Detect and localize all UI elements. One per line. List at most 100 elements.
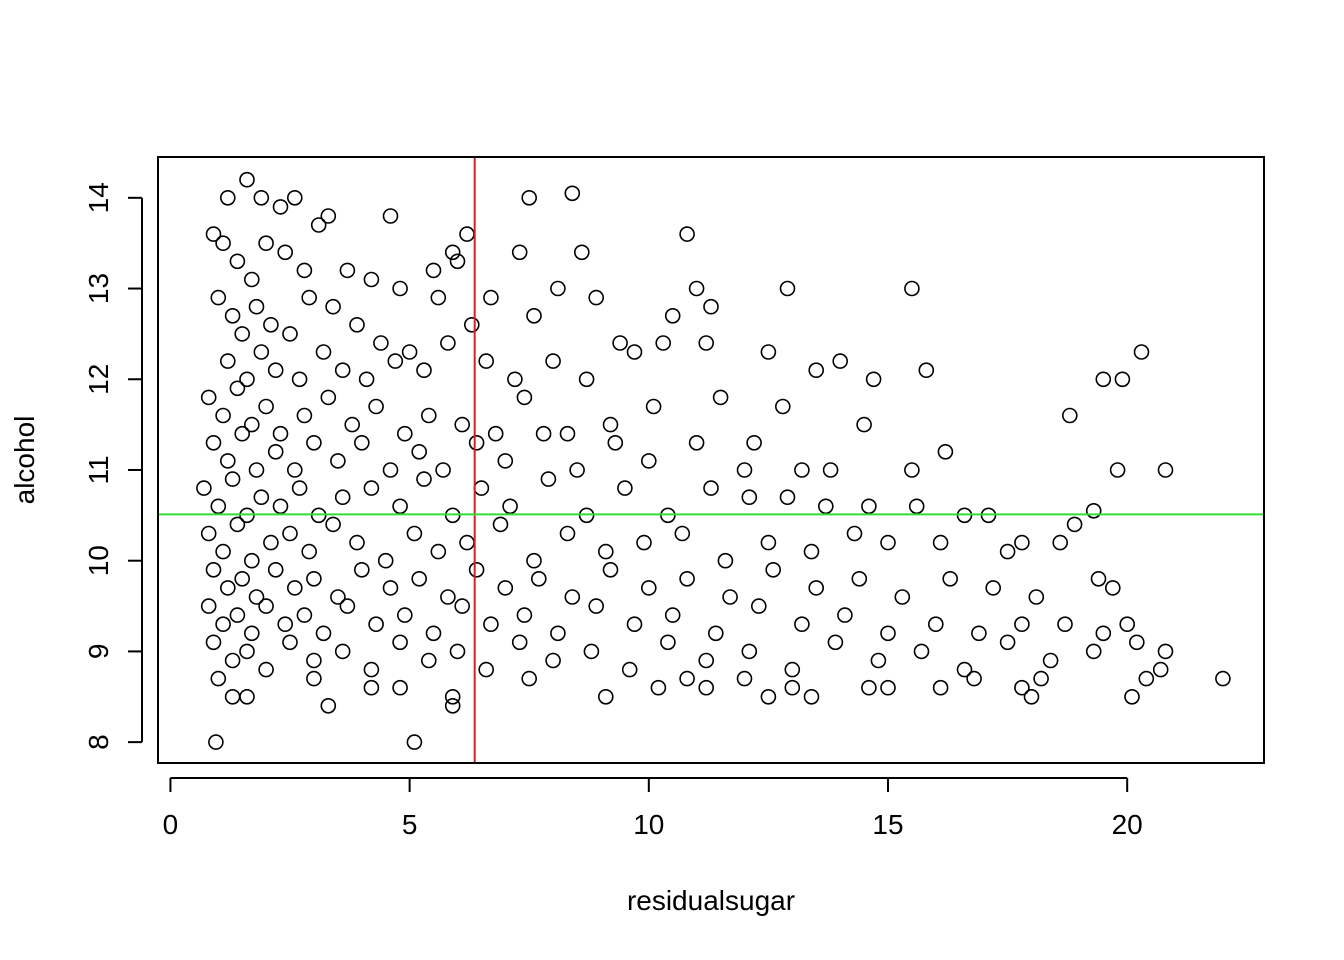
data-point: [248, 589, 265, 605]
data-point: [664, 607, 681, 623]
data-point: [999, 634, 1016, 651]
data-point: [373, 335, 389, 351]
data-point: [918, 362, 935, 379]
data-point: [779, 280, 796, 297]
data-point: [215, 616, 231, 633]
data-point: [1014, 679, 1030, 696]
data-point: [396, 425, 413, 442]
data-point: [722, 589, 738, 605]
data-point: [210, 289, 227, 306]
data-point: [473, 480, 490, 496]
data-point: [502, 498, 518, 515]
y-tick-label: 11: [83, 455, 114, 484]
data-point: [736, 670, 753, 687]
data-point: [272, 425, 289, 442]
data-point: [516, 389, 533, 406]
data-point: [358, 371, 375, 388]
x-tick-label: 10: [633, 809, 664, 840]
data-point: [794, 616, 810, 633]
data-point: [210, 498, 227, 515]
data-point: [540, 471, 557, 487]
data-point: [1066, 516, 1083, 533]
data-point: [679, 226, 695, 242]
data-point: [267, 362, 284, 379]
data-point: [334, 643, 351, 660]
data-point: [363, 679, 380, 696]
data-point: [229, 253, 246, 270]
data-point: [444, 244, 461, 261]
data-point: [985, 580, 1002, 596]
data-point: [215, 407, 231, 424]
data-point: [267, 443, 284, 460]
data-point: [597, 688, 614, 705]
data-point: [306, 434, 322, 451]
data-point: [760, 344, 777, 360]
data-point: [880, 534, 896, 551]
data-point: [856, 416, 872, 433]
data-point: [999, 543, 1016, 560]
data-point: [478, 661, 495, 678]
data-point: [291, 480, 308, 496]
data-point: [229, 607, 246, 623]
data-point: [497, 453, 514, 469]
data-point: [1014, 534, 1030, 551]
y-axis-title: alcohol: [9, 416, 40, 505]
data-point: [784, 661, 801, 678]
data-point: [334, 362, 351, 379]
data-point: [679, 670, 695, 687]
data-point: [420, 407, 437, 424]
data-point: [205, 226, 222, 242]
data-point: [640, 580, 657, 596]
data-point: [420, 652, 437, 669]
data-point: [1052, 534, 1068, 551]
data-point: [521, 190, 538, 206]
data-point: [937, 443, 954, 460]
data-point: [253, 344, 270, 360]
data-point: [1114, 371, 1131, 388]
x-tick-label: 15: [872, 809, 903, 840]
data-point: [310, 217, 327, 233]
data-point: [468, 561, 485, 578]
data-point: [239, 371, 255, 388]
data-point: [478, 353, 495, 369]
data-point: [210, 670, 227, 687]
y-tick-label: 9: [83, 644, 114, 660]
data-point: [736, 462, 753, 478]
data-point: [880, 679, 896, 696]
data-point: [865, 371, 882, 388]
data-point: [626, 344, 643, 360]
data-point: [291, 371, 308, 388]
data-point: [703, 480, 719, 496]
data-point: [282, 634, 298, 651]
data-point: [330, 589, 346, 605]
data-point: [492, 516, 509, 533]
data-point: [363, 661, 380, 678]
data-point: [640, 453, 657, 469]
data-point: [636, 534, 652, 551]
plot-frame: [157, 156, 1265, 764]
data-point: [406, 525, 423, 542]
data-point: [205, 434, 222, 451]
data-point: [272, 498, 289, 515]
data-point: [258, 598, 274, 614]
data-point: [650, 679, 667, 696]
data-point: [449, 643, 466, 660]
data-point: [215, 543, 231, 560]
data-point: [698, 335, 715, 351]
points-layer: [196, 171, 1231, 750]
data-point: [497, 580, 514, 596]
data-point: [1133, 344, 1150, 360]
data-point: [244, 271, 260, 288]
data-point: [746, 434, 762, 451]
data-point: [1033, 670, 1049, 687]
data-point: [803, 688, 820, 705]
data-point: [511, 634, 528, 651]
data-point: [1062, 407, 1078, 424]
data-point: [880, 625, 896, 642]
data-point: [703, 298, 719, 315]
data-point: [612, 335, 628, 351]
data-point: [817, 498, 834, 515]
data-point: [301, 543, 318, 560]
data-point: [296, 262, 313, 279]
data-point: [483, 616, 499, 633]
